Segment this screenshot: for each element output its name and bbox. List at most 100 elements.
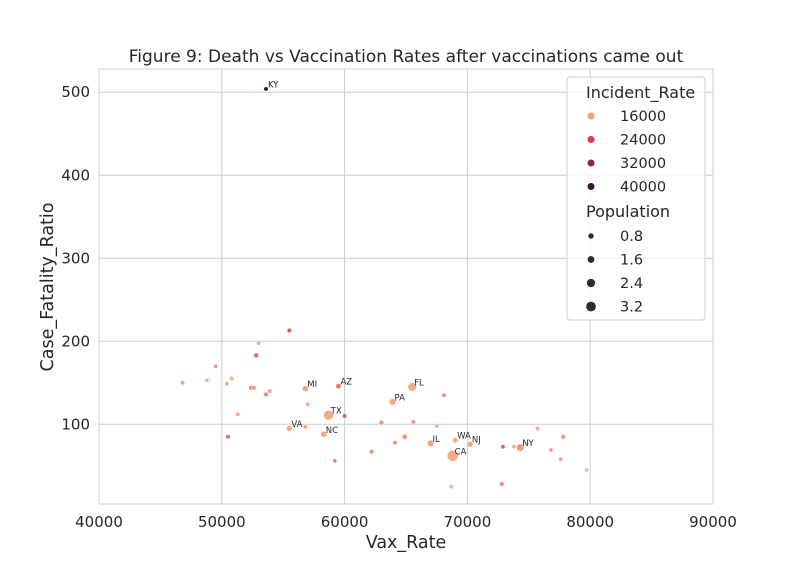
data-point-pa xyxy=(388,398,397,406)
x-tick-label: 80000 xyxy=(566,513,614,531)
legend-size-swatch xyxy=(586,278,596,288)
data-point xyxy=(401,433,408,440)
data-point xyxy=(251,385,257,391)
legend-size-swatch xyxy=(586,301,596,312)
data-point xyxy=(179,380,186,386)
legend-hue-label: 32000 xyxy=(620,156,666,172)
data-point xyxy=(448,484,454,490)
state-label-mi: MI xyxy=(307,380,317,390)
legend-size-label: 2.4 xyxy=(620,276,643,292)
data-point-ky xyxy=(263,86,269,92)
legend-size-title: Population xyxy=(586,202,670,221)
x-tick-label: 90000 xyxy=(689,513,737,531)
data-point xyxy=(558,456,564,462)
plot-frame xyxy=(98,68,714,505)
x-axis-ticks: 40000 50000 60000 70000 80000 90000 xyxy=(75,513,737,531)
x-axis-label: Vax_Rate xyxy=(366,533,447,553)
legend-hue-swatch xyxy=(587,183,595,190)
legend-hue-label: 16000 xyxy=(620,109,666,125)
data-point xyxy=(410,419,416,425)
legend: Incident_Rate 16000 24000 32000 40000 Popul… xyxy=(566,76,706,321)
data-point-ca xyxy=(446,449,459,462)
data-point xyxy=(305,401,311,407)
data-point-ny xyxy=(516,443,525,452)
data-point xyxy=(378,419,385,426)
state-label-pa: PA xyxy=(394,393,405,403)
data-point xyxy=(253,352,260,359)
data-point xyxy=(302,424,308,430)
legend-size-label: 3.2 xyxy=(620,300,643,316)
data-point xyxy=(224,381,230,387)
data-point-tx xyxy=(323,409,334,421)
legend-box xyxy=(566,76,706,321)
data-point xyxy=(332,458,338,464)
data-point xyxy=(560,433,566,440)
data-point xyxy=(434,423,440,429)
legend-size-swatch xyxy=(588,233,594,239)
data-point xyxy=(256,340,262,346)
y-axis-ticks: 100 200 300 400 500 xyxy=(61,83,90,433)
legend-hue-label: 40000 xyxy=(620,180,666,196)
legend-size-swatch xyxy=(587,256,595,263)
y-tick-label: 100 xyxy=(61,415,90,433)
state-label-fl: FL xyxy=(414,378,424,388)
y-tick-label: 300 xyxy=(61,249,90,267)
state-label-va: VA xyxy=(291,420,302,430)
y-axis-label: Case_Fatality_Ratio xyxy=(38,203,58,372)
data-point xyxy=(392,440,398,446)
x-tick-label: 70000 xyxy=(444,513,492,531)
data-point xyxy=(286,327,292,334)
legend-size-label: 0.8 xyxy=(620,229,643,245)
data-point xyxy=(204,377,210,383)
data-point xyxy=(534,425,540,432)
state-label-ca: CA xyxy=(455,447,467,457)
state-label-tx: TX xyxy=(330,407,342,417)
legend-hue-swatch xyxy=(587,112,595,120)
data-point-il xyxy=(426,439,435,447)
data-point xyxy=(583,467,590,473)
y-tick-label: 400 xyxy=(61,166,90,184)
data-point xyxy=(441,392,447,398)
data-point-va xyxy=(286,425,293,432)
y-tick-label: 200 xyxy=(61,332,90,350)
data-point xyxy=(500,444,506,450)
data-point xyxy=(368,448,375,455)
data-point-nj xyxy=(466,440,474,448)
data-point xyxy=(263,391,269,398)
state-label-il: IL xyxy=(433,435,441,445)
data-points xyxy=(179,86,590,490)
x-tick-label: 50000 xyxy=(198,513,246,531)
y-tick-label: 500 xyxy=(61,83,90,101)
legend-hue-entries: 16000 24000 32000 40000 xyxy=(587,109,666,196)
data-point-mi xyxy=(301,385,309,392)
data-point-az xyxy=(335,383,342,390)
x-tick-label: 40000 xyxy=(75,513,123,531)
legend-hue-title: Incident_Rate xyxy=(586,83,695,103)
state-label-az: AZ xyxy=(340,378,352,388)
legend-hue-label: 24000 xyxy=(620,133,666,149)
state-label-ky: KY xyxy=(268,80,279,90)
data-point xyxy=(213,363,219,369)
state-label-nc: NC xyxy=(326,426,338,436)
state-labels: KY MI AZ FL PA TX VA NC IL WA NJ CA NY xyxy=(268,80,535,457)
data-point xyxy=(342,413,348,419)
data-point xyxy=(235,411,241,417)
x-tick-label: 60000 xyxy=(321,513,369,531)
legend-hue-swatch xyxy=(587,136,595,143)
data-point xyxy=(267,388,273,394)
chart-title: Figure 9: Death vs Vaccination Rates aft… xyxy=(129,47,684,67)
data-point-nc xyxy=(320,430,328,438)
state-label-nj: NJ xyxy=(472,436,481,446)
legend-size-label: 1.6 xyxy=(620,253,643,269)
data-point xyxy=(225,434,231,440)
data-point xyxy=(229,376,235,382)
data-point xyxy=(499,481,505,487)
data-point-wa xyxy=(451,436,459,444)
data-point-fl xyxy=(407,382,417,392)
data-point xyxy=(548,447,554,453)
state-label-ny: NY xyxy=(522,439,534,449)
data-point xyxy=(511,444,517,450)
legend-size-entries: 0.8 1.6 2.4 3.2 xyxy=(586,229,643,316)
legend-hue-swatch xyxy=(587,159,595,167)
